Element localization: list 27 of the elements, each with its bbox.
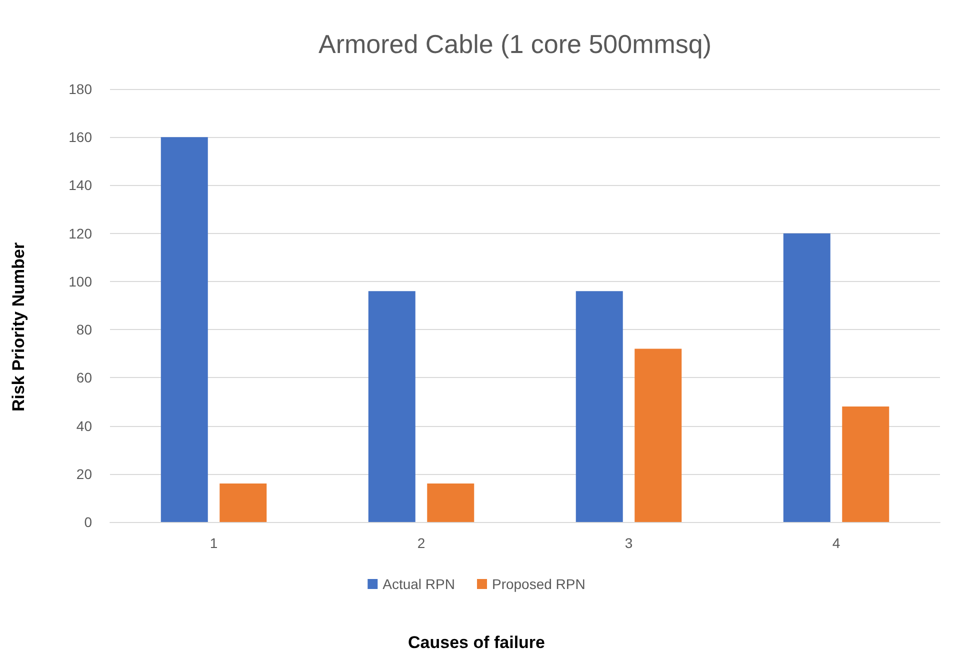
y-tick-label: 0 <box>84 514 92 530</box>
y-tick-label: 120 <box>68 225 92 242</box>
bar <box>783 233 830 522</box>
x-tick-label: 4 <box>832 535 840 551</box>
y-tick-label: 100 <box>68 273 92 290</box>
bar <box>160 137 208 522</box>
y-tick-label: 60 <box>76 370 92 386</box>
bar <box>368 291 416 522</box>
bar <box>576 291 623 522</box>
x-tick-label: 3 <box>624 535 633 551</box>
y-tick-label: 80 <box>76 322 92 338</box>
y-axis-title: Risk Priority Number <box>9 242 28 412</box>
legend-label: Actual RPN <box>382 576 455 592</box>
y-tick-label: 40 <box>76 418 92 434</box>
bar <box>842 406 890 522</box>
bar <box>634 348 682 522</box>
y-tick-label: 160 <box>68 129 92 146</box>
chart-title: Armored Cable (1 core 500mmsq) <box>318 29 712 59</box>
bar <box>220 484 267 522</box>
x-tick-label: 1 <box>210 535 218 551</box>
legend-label: Proposed RPN <box>492 576 586 592</box>
y-tick-label: 140 <box>68 177 92 194</box>
y-tick-label: 20 <box>76 466 92 482</box>
x-tick-label: 2 <box>417 535 426 551</box>
y-tick-label: 180 <box>68 81 92 97</box>
bar <box>427 484 474 522</box>
x-axis-title: Causes of failure <box>408 633 546 652</box>
